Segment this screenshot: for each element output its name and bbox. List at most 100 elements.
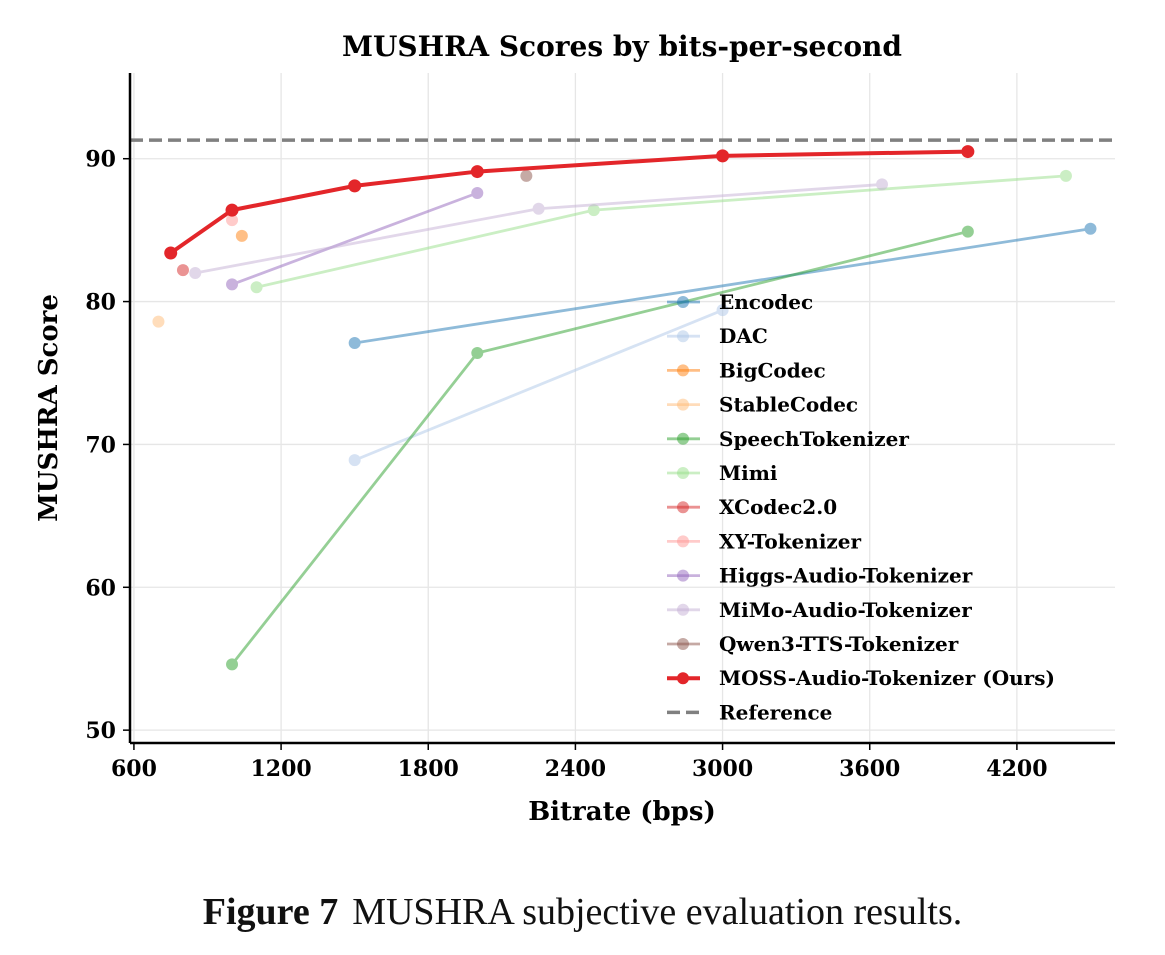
x-tick-label: 2400 bbox=[545, 756, 606, 782]
legend-item: BigCodec bbox=[667, 358, 826, 382]
legend-item: Mimi bbox=[667, 461, 778, 485]
series-speechtokenizer bbox=[226, 225, 974, 671]
data-point bbox=[961, 225, 974, 238]
legend-swatch-marker bbox=[677, 535, 689, 548]
data-point bbox=[532, 202, 545, 215]
data-point bbox=[520, 169, 533, 182]
data-point bbox=[716, 149, 730, 163]
data-point bbox=[1059, 169, 1072, 182]
x-axis-label: Bitrate (bps) bbox=[528, 797, 716, 827]
data-point bbox=[176, 264, 189, 277]
data-point bbox=[226, 658, 239, 671]
legend-label: SpeechTokenizer bbox=[719, 427, 909, 451]
series-dac bbox=[348, 304, 729, 467]
series-stablecodec bbox=[152, 315, 165, 328]
legend-label: Mimi bbox=[719, 461, 778, 485]
data-point bbox=[225, 203, 239, 217]
y-tick-label: 50 bbox=[85, 718, 116, 744]
data-point bbox=[164, 246, 178, 260]
legend-swatch-marker bbox=[677, 603, 689, 616]
legend: Encodec DAC BigCodec StableCodec SpeechToken… bbox=[667, 290, 1055, 724]
legend-swatch-marker bbox=[677, 672, 689, 685]
data-point bbox=[348, 454, 361, 467]
x-tick-label: 1800 bbox=[398, 756, 459, 782]
data-point bbox=[235, 229, 248, 242]
chart-title: MUSHRA Scores by bits-per-second bbox=[342, 30, 902, 63]
legend-swatch-marker bbox=[677, 569, 689, 582]
legend-swatch-marker bbox=[677, 638, 689, 650]
legend-swatch-marker bbox=[677, 501, 689, 514]
data-point bbox=[348, 179, 362, 193]
legend-item: SpeechTokenizer bbox=[667, 427, 909, 451]
data-point bbox=[226, 214, 239, 227]
legend-label: StableCodec bbox=[719, 393, 858, 417]
series-encodec bbox=[348, 222, 1097, 349]
legend-item: XY-Tokenizer bbox=[667, 529, 862, 553]
x-tick-label: 600 bbox=[111, 756, 157, 782]
series-qwen3-tts-tokenizer bbox=[520, 169, 533, 182]
x-tick-label: 1200 bbox=[250, 756, 311, 782]
legend-label: MOSS-Audio-Tokenizer (Ours) bbox=[719, 666, 1055, 690]
legend-label: Reference bbox=[719, 700, 832, 724]
data-point bbox=[471, 347, 484, 359]
data-point bbox=[961, 145, 975, 159]
tick-labels: 600 1200 1800 2400 3000 3600 4200 50 60 70 80 90 bbox=[85, 147, 1047, 782]
y-tick-label: 60 bbox=[85, 575, 116, 601]
legend-item: Qwen3-TTS-Tokenizer bbox=[667, 632, 959, 656]
data-point bbox=[226, 278, 239, 291]
legend-swatch-marker bbox=[677, 467, 689, 479]
data-point bbox=[250, 281, 263, 294]
legend-label: Encodec bbox=[719, 290, 813, 314]
y-tick-label: 70 bbox=[85, 432, 116, 458]
data-point bbox=[587, 204, 600, 217]
legend-label: BigCodec bbox=[719, 358, 826, 382]
data-point bbox=[471, 187, 484, 199]
legend-item: DAC bbox=[667, 324, 768, 348]
data-point bbox=[875, 178, 888, 191]
caption-text: MUSHRA subjective evaluation results. bbox=[352, 891, 963, 933]
y-tick-label: 90 bbox=[85, 147, 116, 173]
series-xcodec2-0 bbox=[176, 264, 189, 277]
data-point bbox=[1084, 222, 1097, 235]
legend-swatch-marker bbox=[677, 330, 689, 343]
data-point bbox=[470, 165, 484, 179]
legend-swatch-marker bbox=[677, 398, 689, 411]
legend-item: MiMo-Audio-Tokenizer bbox=[667, 598, 972, 622]
data-point bbox=[348, 337, 361, 349]
legend-label: Qwen3-TTS-Tokenizer bbox=[719, 632, 959, 656]
legend-item: XCodec2.0 bbox=[667, 495, 837, 519]
data-point bbox=[716, 304, 729, 317]
figure-caption: Figure 7 MUSHRA subjective evaluation res… bbox=[0, 890, 1165, 934]
grid bbox=[130, 73, 1115, 743]
series-higgs-audio-tokenizer bbox=[226, 187, 484, 291]
legend-label: XCodec2.0 bbox=[719, 495, 837, 519]
series-line bbox=[169, 149, 968, 255]
legend-label: Higgs-Audio-Tokenizer bbox=[719, 564, 973, 588]
series-line bbox=[354, 227, 1091, 345]
series-bigcodec bbox=[235, 229, 248, 242]
series-group bbox=[152, 145, 1097, 671]
x-tick-label: 3000 bbox=[692, 756, 753, 782]
legend-item: Reference bbox=[667, 700, 832, 724]
legend-swatch-marker bbox=[677, 364, 689, 377]
data-point bbox=[189, 267, 202, 279]
series-line bbox=[354, 308, 724, 462]
figure-label: Figure 7 bbox=[202, 891, 339, 933]
data-point bbox=[152, 315, 165, 328]
series-xy-tokenizer bbox=[226, 214, 239, 227]
legend-item: Encodec bbox=[667, 290, 813, 314]
y-axis-label: MUSHRA Score bbox=[34, 294, 64, 522]
x-tick-label: 3600 bbox=[839, 756, 900, 782]
legend-swatch-marker bbox=[677, 296, 689, 308]
legend-item: StableCodec bbox=[667, 393, 858, 417]
series-mimi bbox=[250, 169, 1072, 294]
series-moss-audio-tokenizer-ours- bbox=[164, 145, 975, 260]
legend-swatch-marker bbox=[677, 432, 689, 445]
axes bbox=[123, 73, 1115, 750]
legend-item: Higgs-Audio-Tokenizer bbox=[667, 564, 973, 588]
y-tick-label: 80 bbox=[85, 290, 116, 316]
legend-label: MiMo-Audio-Tokenizer bbox=[719, 598, 972, 622]
legend-item: MOSS-Audio-Tokenizer (Ours) bbox=[667, 666, 1055, 690]
series-line bbox=[231, 191, 478, 286]
